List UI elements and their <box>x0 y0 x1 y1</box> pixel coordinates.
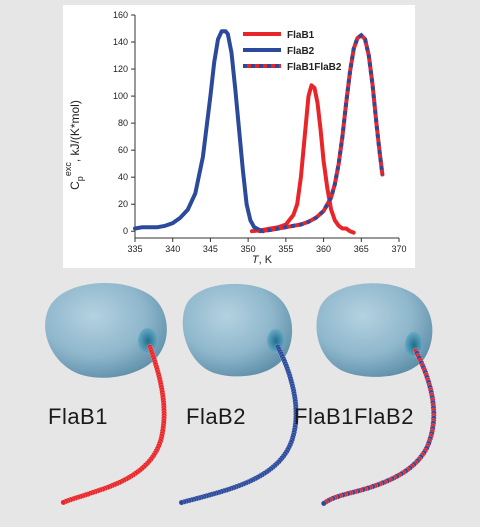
y-tick-label: 40 <box>118 172 128 182</box>
series-line-flab1 <box>249 83 356 235</box>
series-line-flab2 <box>133 29 266 234</box>
flagellum-beads-f1 <box>60 344 167 506</box>
x-tick-label: 345 <box>203 244 218 254</box>
y-axis-label: Cpexc, kJ/(K*mol) <box>63 100 85 190</box>
dsc-chart: 335 340 345 350 355 360 365 370 0 20 40 60 80 100 120 1… <box>63 10 407 266</box>
y-label-sup: exc <box>63 162 73 177</box>
x-tick-label: 370 <box>391 244 406 254</box>
x-label-rest: , K <box>259 254 273 266</box>
x-tick-label: 350 <box>241 244 256 254</box>
y-tick-label: 160 <box>113 10 128 20</box>
y-tick-label: 20 <box>118 199 128 209</box>
filament-subunit <box>60 499 67 506</box>
y-label-rest: , kJ/(K*mol) <box>68 100 82 162</box>
cell-body-1 <box>45 283 167 378</box>
bacterium-cell-flab1flab2 <box>316 283 437 507</box>
flagellar-motor-2 <box>267 329 285 353</box>
legend-label: FlaB1 <box>287 30 315 41</box>
bacterium-cell-flab2 <box>178 283 299 506</box>
flagellum-illustration <box>45 283 437 507</box>
y-label-main: C <box>68 181 82 190</box>
cell-label-flab1flab2: FlaB1FlaB2 <box>294 404 414 429</box>
x-label-italic: T <box>252 254 260 266</box>
legend-label: FlaB2 <box>287 46 315 57</box>
y-label-sub: p <box>75 176 85 181</box>
cell-body-2 <box>182 283 293 377</box>
x-tick-label: 360 <box>316 244 331 254</box>
cell-body-3 <box>316 283 433 377</box>
chart-series <box>133 29 385 235</box>
y-tick-label: 80 <box>118 118 128 128</box>
x-tick-label: 335 <box>127 244 142 254</box>
chart-panel: 335 340 345 350 355 360 365 370 0 20 40 60 80 100 120 1… <box>63 5 415 268</box>
filament-subunit <box>178 499 185 506</box>
x-axis-label: T, K <box>252 254 273 266</box>
y-tick-label: 60 <box>118 145 128 155</box>
y-tick-label: 140 <box>113 37 128 47</box>
cell-label-flab2: FlaB2 <box>186 404 246 429</box>
y-tick-label: 0 <box>123 226 128 236</box>
legend-label: FlaB1FlaB2 <box>287 62 342 73</box>
series-line-flab1flab2-dash <box>259 32 385 234</box>
flagellum-beads-f2 <box>178 344 299 506</box>
flagellar-motor-1 <box>138 328 158 354</box>
cell-label-flab1: FlaB1 <box>48 404 108 429</box>
flagellum-beads-f3 <box>320 348 437 507</box>
x-tick-label: 355 <box>278 244 293 254</box>
bacterium-cell-flab1 <box>45 283 167 506</box>
x-tick-label: 365 <box>354 244 369 254</box>
chart-axes: 335 340 345 350 355 360 365 370 0 20 40 60 80 100 120 1… <box>113 10 407 254</box>
y-tick-label: 120 <box>113 64 128 74</box>
filament-subunit <box>320 500 327 507</box>
x-tick-label: 340 <box>165 244 180 254</box>
y-tick-label: 100 <box>113 91 128 101</box>
